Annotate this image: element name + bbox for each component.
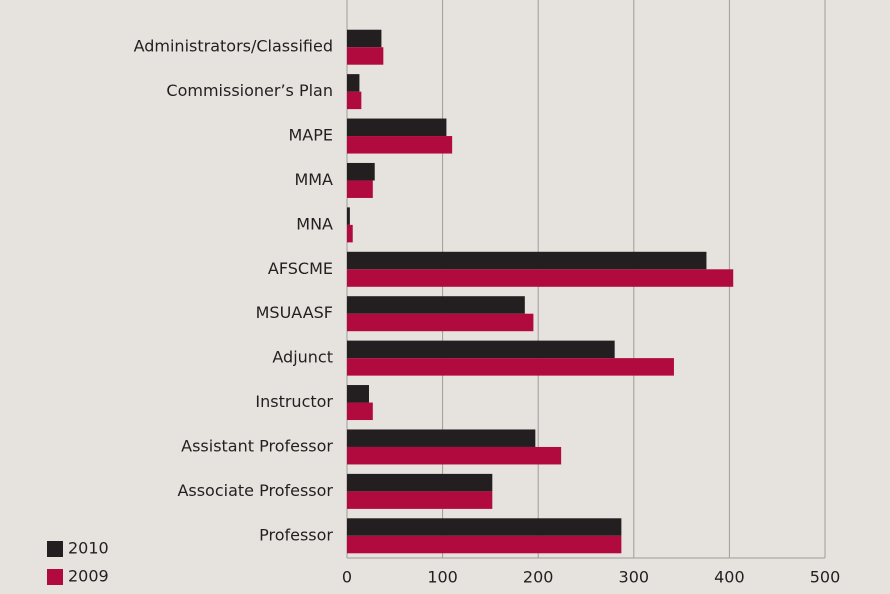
bar: [347, 313, 534, 332]
y-tick-label: MAPE: [288, 126, 333, 145]
bar: [347, 535, 622, 554]
y-tick-label: Assistant Professor: [181, 436, 333, 455]
bar: [347, 385, 369, 403]
y-tick-label: MMA: [294, 170, 333, 189]
legend-swatch: [47, 541, 63, 557]
x-tick-label: 0: [342, 568, 352, 587]
y-tick-label: Associate Professor: [177, 481, 333, 500]
bar: [347, 446, 562, 465]
bar: [347, 91, 362, 110]
bar: [347, 118, 447, 137]
bar: [347, 269, 734, 287]
legend-label: 2009: [68, 567, 109, 586]
bar: [347, 340, 615, 359]
y-tick-label: MNA: [296, 214, 333, 233]
bar: [347, 518, 622, 536]
x-tick-label: 200: [523, 568, 554, 587]
y-tick-label: Commissioner’s Plan: [166, 81, 333, 100]
bar: [347, 180, 373, 198]
y-tick-label: Adjunct: [272, 348, 333, 367]
legend-swatch: [47, 569, 63, 585]
bar: [347, 358, 674, 376]
bar: [347, 162, 375, 181]
bar: [347, 251, 707, 270]
bar: [347, 473, 493, 492]
bar: [347, 402, 373, 421]
y-tick-label: AFSCME: [268, 259, 333, 278]
bar: [347, 47, 384, 65]
bar: [347, 207, 350, 225]
bar: [347, 429, 536, 447]
y-tick-label: MSUAASF: [256, 303, 333, 322]
bar: [347, 74, 360, 92]
bar: [347, 491, 493, 509]
bar: [347, 29, 382, 48]
x-tick-label: 400: [714, 568, 745, 587]
x-tick-label: 300: [619, 568, 650, 587]
bar: [347, 136, 453, 154]
bar: [347, 224, 353, 243]
x-tick-label: 500: [810, 568, 841, 587]
x-tick-label: 100: [427, 568, 458, 587]
y-tick-label: Professor: [259, 525, 333, 544]
legend-label: 2010: [68, 539, 109, 558]
bar: [347, 296, 525, 314]
y-tick-label: Instructor: [255, 392, 333, 411]
y-tick-label: Administrators/Classified: [134, 37, 333, 56]
